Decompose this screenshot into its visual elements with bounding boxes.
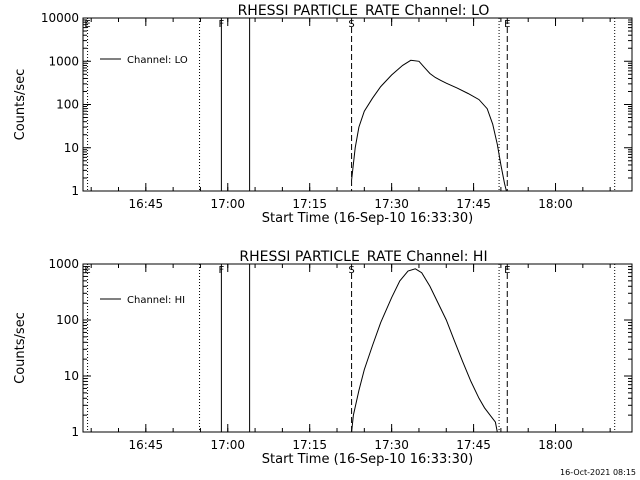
- x-tick-label: 17:00: [210, 197, 245, 211]
- chart-title: RHESSI PARTICLE_RATE Channel: HI: [239, 249, 487, 265]
- chart-title: RHESSI PARTICLE_RATE Channel: LO: [238, 3, 490, 19]
- event-marker-label: E: [504, 19, 510, 30]
- x-tick-label: 17:45: [456, 438, 491, 452]
- x-tick-label: 17:15: [292, 438, 327, 452]
- y-tick-label: 100: [56, 313, 79, 327]
- y-tick-label: 1000: [48, 257, 79, 271]
- y-axis-label: Counts/sec: [13, 312, 28, 384]
- x-axis-label: Start Time (16-Sep-10 16:33:30): [262, 452, 473, 467]
- chart-panel-hi: RHESSI PARTICLE_RATE Channel: HI E F S E 16:4…: [13, 249, 633, 467]
- event-marker-label: S: [348, 19, 354, 30]
- plot-frame: [82, 263, 633, 433]
- y-tick-label: 10: [64, 369, 79, 383]
- x-tick-label: 16:45: [129, 197, 164, 211]
- x-tick-label: 17:00: [210, 438, 245, 452]
- legend-entry: Channel: HI: [127, 295, 185, 306]
- y-tick-label: 1000: [48, 54, 79, 68]
- event-marker-label: F: [219, 265, 225, 276]
- legend-entry: Channel: LO: [127, 55, 188, 66]
- x-axis-label: Start Time (16-Sep-10 16:33:30): [262, 211, 473, 226]
- x-tick-label: 17:45: [456, 197, 491, 211]
- series-line: [351, 268, 498, 433]
- y-tick-label: 1: [71, 184, 79, 198]
- event-marker-label: E: [84, 19, 90, 30]
- series-line: [351, 59, 507, 192]
- y-tick-label: 100: [56, 98, 79, 112]
- event-marker-label: F: [219, 19, 225, 30]
- y-tick-label: 1: [71, 425, 79, 439]
- event-marker-label: S: [348, 265, 354, 276]
- x-tick-label: 17:30: [374, 197, 409, 211]
- y-tick-label: 10000: [41, 11, 79, 25]
- footer-timestamp: 16-Oct-2021 08:15: [560, 468, 636, 477]
- x-tick-label: 17:30: [374, 438, 409, 452]
- y-axis-label: Counts/sec: [13, 69, 28, 141]
- chart-panel-lo: RHESSI PARTICLE_RATE Channel: LO E F S E 16:4…: [13, 3, 633, 226]
- x-tick-label: 16:45: [129, 438, 164, 452]
- x-tick-label: 18:00: [538, 438, 573, 452]
- event-marker-label: E: [84, 265, 90, 276]
- x-tick-label: 18:00: [538, 197, 573, 211]
- event-marker-label: E: [504, 265, 510, 276]
- y-tick-label: 10: [64, 141, 79, 155]
- plot-frame: [82, 17, 633, 192]
- x-tick-label: 17:15: [292, 197, 327, 211]
